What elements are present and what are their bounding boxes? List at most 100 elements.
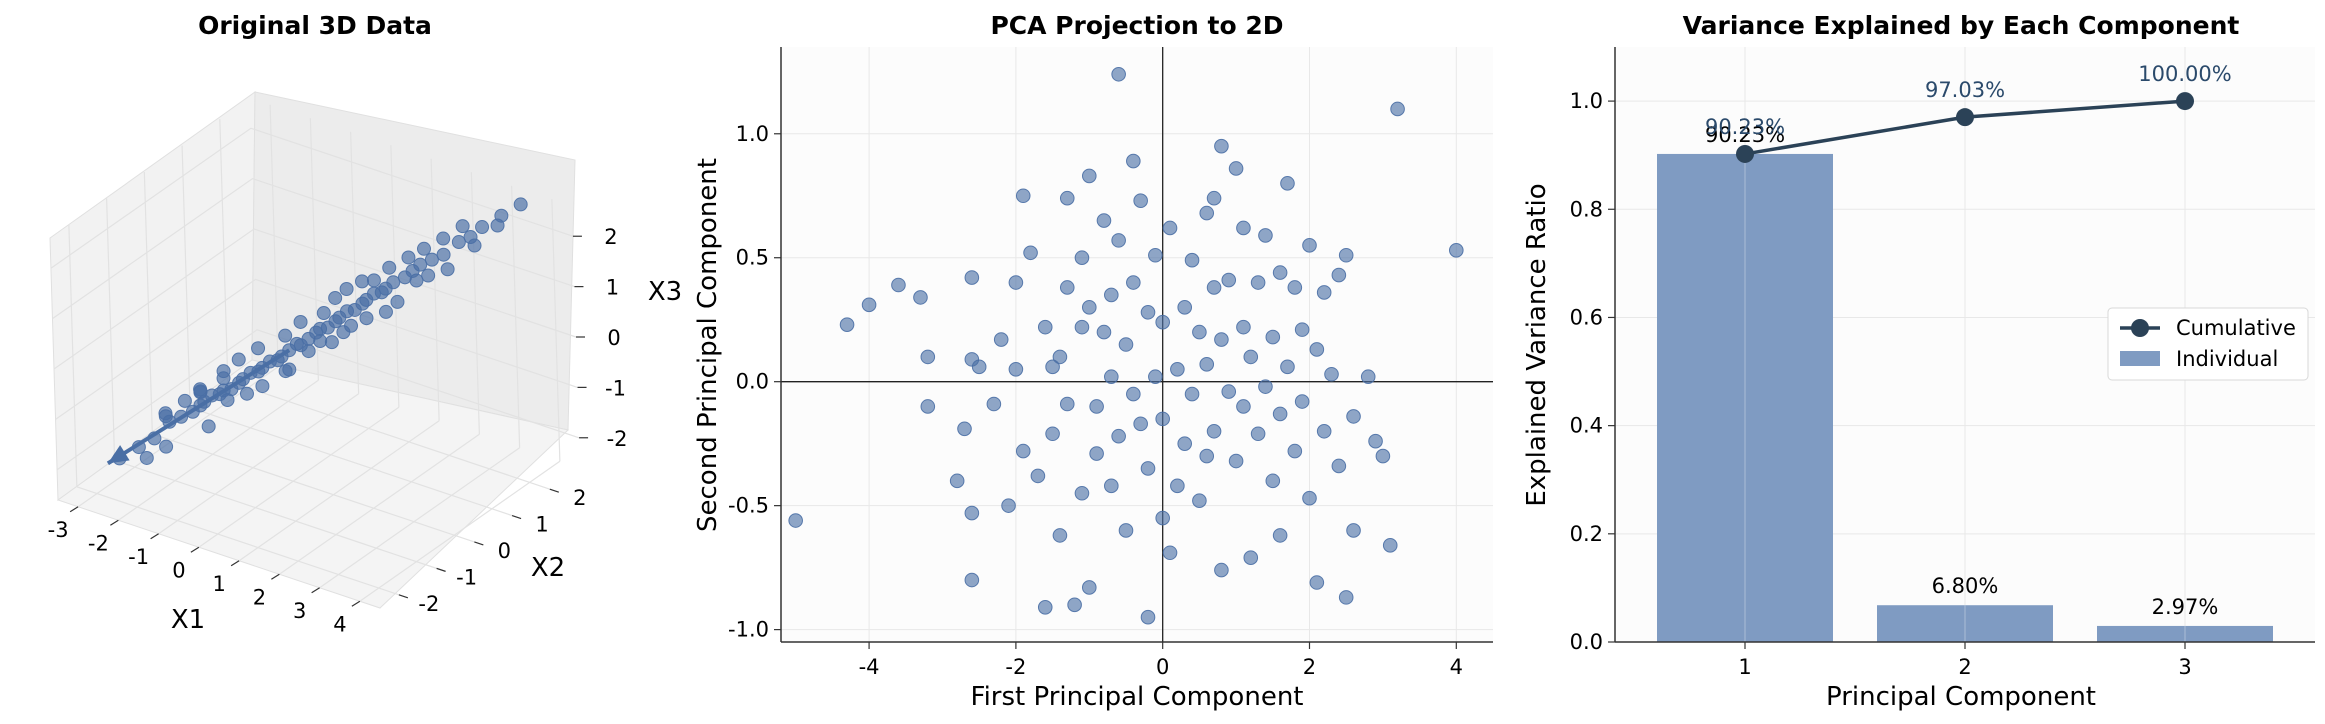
- data-point: [1177, 300, 1193, 315]
- y-tick-label-3d: -2: [418, 592, 439, 616]
- reference-lines-pca: [781, 47, 1493, 642]
- data-point: [1184, 386, 1200, 402]
- bar-component-2: [1877, 605, 2053, 642]
- panel-3d-scatter: Original 3D Data -3-2-101234-2-1012-2-10…: [48, 11, 683, 636]
- grid-line-x: [319, 447, 520, 589]
- data-point: [1162, 545, 1178, 561]
- data-point: [1221, 272, 1237, 288]
- data-point: [971, 359, 987, 375]
- ylabel-variance: Explained Variance Ratio: [1522, 183, 1552, 506]
- data-point: [1148, 247, 1163, 263]
- legend-individual-swatch: [2120, 351, 2160, 366]
- data-point: [1346, 523, 1361, 538]
- data-point: [1045, 359, 1060, 375]
- data-point: [1368, 433, 1383, 449]
- data-point: [1390, 101, 1405, 117]
- data-point-3d: [386, 275, 401, 290]
- principal-axis-arrow: [106, 348, 291, 466]
- bar-component-3: [2097, 625, 2273, 642]
- cumulative-value-label: 100.00%: [2138, 62, 2231, 86]
- data-point: [1096, 213, 1112, 228]
- x-tick-3d: [271, 573, 280, 580]
- data-point: [1375, 448, 1391, 464]
- grid-line-x: [359, 460, 561, 602]
- data-point: [1052, 349, 1068, 365]
- data-point: [1199, 205, 1215, 221]
- data-point-3d: [282, 362, 297, 377]
- panel-pca-scatter: PCA Projection to 2D -4 -2 0 2 4 -1.0 -0.5 0.0 0…: [693, 11, 1493, 712]
- data-point: [1037, 599, 1053, 615]
- bars-variance: [1657, 153, 2273, 642]
- data-point: [1177, 436, 1193, 451]
- data-point-3d: [421, 268, 436, 283]
- data-point: [964, 505, 980, 521]
- data-point: [993, 332, 1009, 347]
- xlabel-pca: First Principal Component: [971, 682, 1304, 712]
- data-point: [1045, 426, 1060, 442]
- data-point: [1081, 580, 1097, 595]
- data-point: [964, 270, 980, 285]
- data-point: [1067, 597, 1082, 613]
- bar-value-label: 90.23%: [1705, 123, 1785, 147]
- data-point-3d: [490, 218, 505, 233]
- y-tick-label: 0.2: [1570, 522, 1603, 546]
- x-tick-label: 2: [1303, 655, 1316, 679]
- data-point: [1037, 319, 1053, 335]
- y-tick-label-3d: 2: [573, 486, 586, 510]
- data-point: [1250, 426, 1266, 442]
- data-point: [957, 421, 972, 437]
- data-point: [1316, 285, 1332, 300]
- data-point: [964, 572, 980, 588]
- data-point: [839, 317, 855, 332]
- data-point: [1118, 337, 1134, 352]
- grid-line-z: [52, 177, 575, 320]
- xlabel-variance: Principal Component: [1826, 682, 2096, 712]
- data-point-3d: [382, 260, 397, 275]
- data-point: [1221, 384, 1237, 399]
- data-point: [891, 277, 906, 293]
- data-point-3d: [467, 238, 482, 253]
- data-point: [1155, 411, 1170, 427]
- data-point-3d: [301, 344, 316, 359]
- x-tick-label: 4: [1450, 655, 1463, 679]
- data-point-3d: [416, 241, 431, 256]
- data-point: [1148, 369, 1163, 385]
- data-point: [1287, 443, 1303, 459]
- data-point: [1023, 245, 1038, 261]
- cumulative-value-label: 90.23%: [1705, 115, 1785, 139]
- data-point-3d: [455, 219, 470, 234]
- y-tick-label-3d: 0: [498, 539, 511, 563]
- data-point: [1199, 448, 1215, 464]
- chart-title-variance: Variance Explained by Each Component: [1683, 11, 2240, 40]
- data-point-3d: [177, 393, 192, 408]
- data-point-3d: [239, 386, 254, 401]
- y-tick-label-3d: -1: [456, 565, 477, 589]
- grid-line-y: [76, 486, 400, 596]
- y-tick-label-3d: 1: [535, 513, 548, 537]
- data-point: [1126, 275, 1141, 290]
- data-point-3d: [139, 450, 154, 465]
- y-tick-label: 1.0: [736, 122, 769, 146]
- x-tick-label: 0: [1156, 655, 1169, 679]
- data-point: [1272, 528, 1288, 543]
- data-point: [1448, 242, 1464, 258]
- data-point-3d: [201, 419, 216, 434]
- data-point: [1331, 267, 1347, 283]
- cumulative-marker: [1956, 108, 1974, 127]
- z-tick-label-3d: -2: [607, 427, 628, 451]
- x-tick-label-3d: -2: [88, 531, 109, 555]
- grid-line-x: [158, 393, 359, 535]
- data-point: [1360, 369, 1376, 385]
- data-point: [1294, 322, 1310, 337]
- data-point: [1170, 361, 1185, 377]
- y-tick-3d: [474, 541, 484, 546]
- data-point: [1206, 423, 1222, 439]
- data-point-3d: [293, 314, 308, 329]
- data-point-3d: [436, 247, 451, 262]
- data-point: [1015, 443, 1031, 459]
- grid-line-z: [50, 127, 574, 269]
- grid-3d: [50, 104, 580, 602]
- data-point: [1302, 238, 1317, 253]
- data-point: [1243, 550, 1259, 566]
